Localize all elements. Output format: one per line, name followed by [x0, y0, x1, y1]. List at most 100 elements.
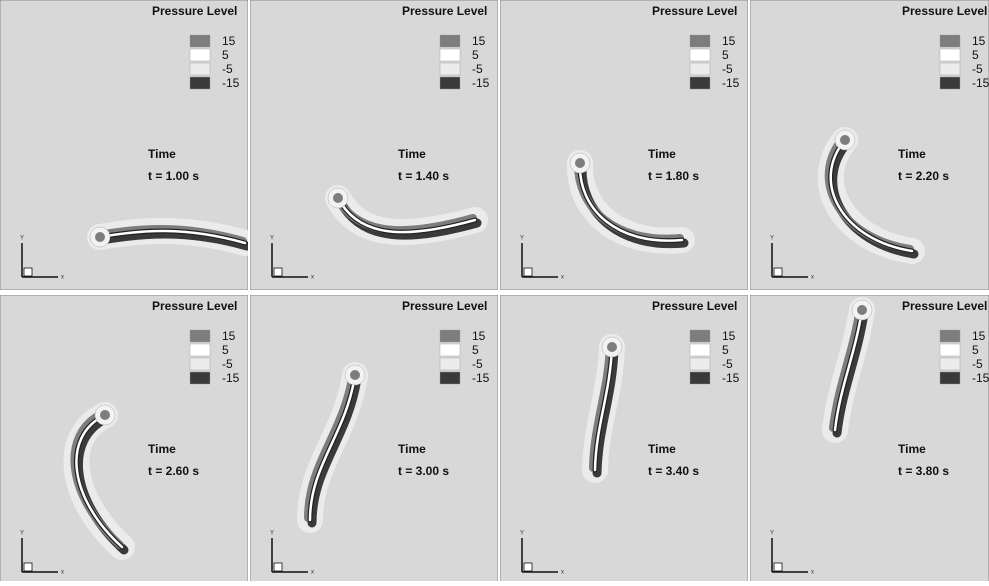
panel: Pressure Level 155-5-15 Time t = 3.00 s Yx — [250, 295, 498, 585]
body-core — [308, 373, 357, 522]
legend-level: -5 — [972, 357, 983, 371]
legend-title: Pressure Level — [402, 4, 487, 18]
panel: Pressure Level 155-5-15 Time t = 1.80 s Yx — [500, 0, 748, 290]
time-value: t = 1.80 s — [648, 169, 699, 183]
head — [575, 158, 585, 168]
body-core — [593, 345, 614, 472]
legend-swatch — [689, 343, 711, 357]
body-core — [75, 413, 124, 549]
legend-level: 15 — [472, 329, 486, 343]
axis-origin — [773, 267, 783, 277]
legend-swatch — [939, 329, 961, 343]
legend-swatch — [189, 76, 211, 90]
axis-origin — [273, 562, 283, 572]
panel: Pressure Level 155-5-15 Time t = 3.40 s Yx — [500, 295, 748, 585]
body-core — [98, 229, 247, 245]
legend-title: Pressure Level — [902, 4, 987, 18]
legend-level: 5 — [972, 343, 979, 357]
head — [840, 135, 850, 145]
time-label: Time — [398, 442, 426, 456]
axis-y-label: Y — [20, 236, 24, 242]
legend-level: 15 — [722, 34, 736, 48]
axis-x-label: x — [61, 570, 64, 576]
pressure-low — [307, 373, 362, 528]
legend-swatch — [189, 48, 211, 62]
axis-origin — [23, 267, 33, 277]
legend-title: Pressure Level — [652, 4, 737, 18]
legend-level: -5 — [222, 357, 233, 371]
legend-swatch — [439, 34, 461, 48]
legend-level: 15 — [222, 34, 236, 48]
legend-swatch — [189, 343, 211, 357]
legend-swatch — [939, 76, 961, 90]
axis-x-label: x — [811, 275, 814, 281]
legend-swatch — [439, 343, 461, 357]
legend-swatch — [939, 34, 961, 48]
legend-level: -5 — [722, 357, 733, 371]
legend-level: 15 — [972, 34, 986, 48]
head — [350, 370, 360, 380]
legend-swatch — [189, 34, 211, 48]
time-label: Time — [398, 147, 426, 161]
legend-swatch — [189, 62, 211, 76]
head — [95, 232, 105, 242]
axis-y-label: Y — [520, 531, 524, 537]
legend-swatch — [689, 76, 711, 90]
legend-level: 5 — [472, 48, 479, 62]
legend-swatch — [189, 371, 211, 385]
legend-level: -15 — [472, 76, 490, 90]
legend-level: -15 — [722, 371, 740, 385]
legend-swatch — [439, 371, 461, 385]
legend-swatch — [689, 62, 711, 76]
legend-title: Pressure Level — [402, 299, 487, 313]
head — [100, 410, 110, 420]
legend-level: -5 — [972, 62, 983, 76]
legend-level: -15 — [472, 371, 490, 385]
legend-swatch — [189, 329, 211, 343]
legend-swatch — [439, 329, 461, 343]
legend-title: Pressure Level — [902, 299, 987, 313]
legend-swatch — [689, 371, 711, 385]
legend-swatch — [689, 357, 711, 371]
time-value: t = 1.00 s — [148, 169, 199, 183]
legend-level: 15 — [222, 329, 236, 343]
axis-x-label: x — [561, 275, 564, 281]
axis-origin — [523, 267, 533, 277]
legend-level: -15 — [972, 76, 989, 90]
axis-y-label: Y — [20, 531, 24, 537]
legend-swatch — [689, 34, 711, 48]
body-core — [833, 308, 864, 432]
time-label: Time — [648, 442, 676, 456]
axis-y-label: Y — [770, 236, 774, 242]
legend-level: -5 — [222, 62, 233, 76]
legend-level: 5 — [722, 343, 729, 357]
time-label: Time — [148, 442, 176, 456]
legend-level: 15 — [722, 329, 736, 343]
time-label: Time — [898, 442, 926, 456]
legend-swatch — [939, 371, 961, 385]
legend-level: -15 — [222, 76, 240, 90]
panel: Pressure Level 155-5-15 Time t = 1.40 s Yx — [250, 0, 498, 290]
legend-title: Pressure Level — [152, 4, 237, 18]
axis-origin — [23, 562, 33, 572]
axis-y-label: Y — [520, 236, 524, 242]
legend-swatch — [939, 357, 961, 371]
panel-background — [250, 0, 498, 290]
legend-level: 5 — [222, 48, 229, 62]
legend-swatch — [439, 357, 461, 371]
legend-swatch — [189, 357, 211, 371]
legend-level: -15 — [722, 76, 740, 90]
panel: Pressure Level 155-5-15 Time t = 3.80 s Yx — [750, 295, 989, 585]
axis-x-label: x — [561, 570, 564, 576]
legend-swatch — [439, 76, 461, 90]
legend-title: Pressure Level — [152, 299, 237, 313]
pressure-low — [97, 229, 248, 251]
time-label: Time — [148, 147, 176, 161]
panel-background — [500, 0, 748, 290]
time-value: t = 2.60 s — [148, 464, 199, 478]
legend-level: -5 — [722, 62, 733, 76]
axis-y-label: Y — [270, 531, 274, 537]
panel-background — [250, 295, 498, 585]
time-value: t = 3.00 s — [398, 464, 449, 478]
